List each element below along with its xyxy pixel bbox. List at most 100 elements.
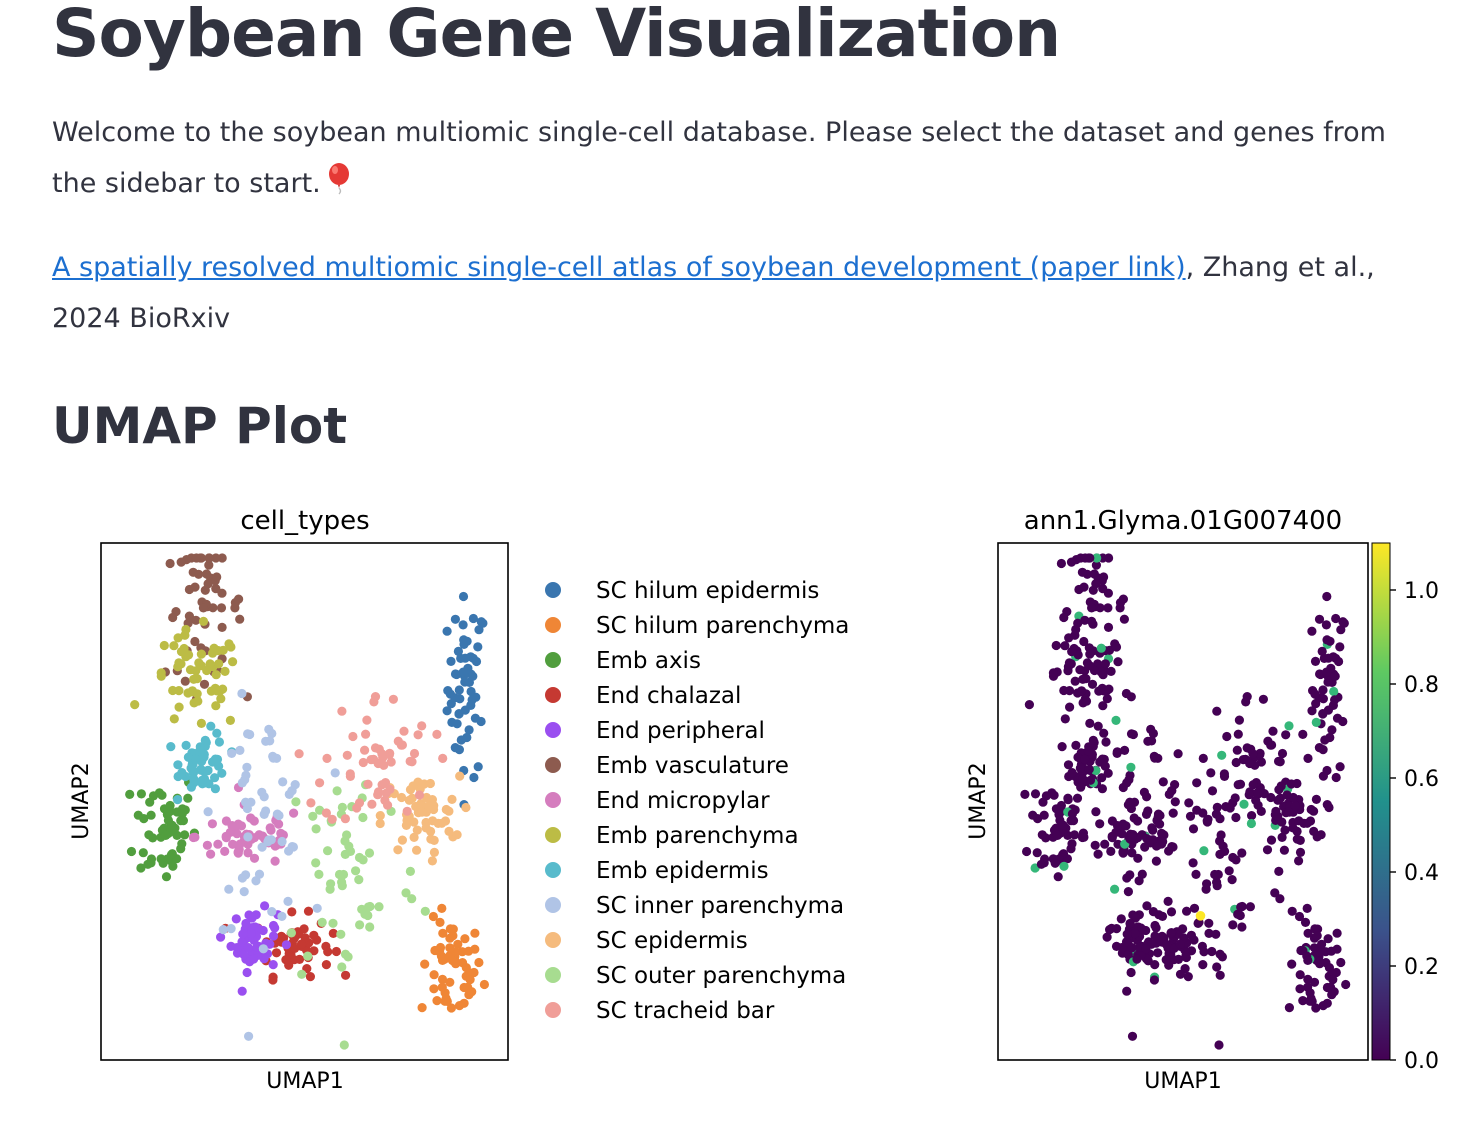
right-point: [1183, 972, 1193, 982]
left-point: [211, 553, 221, 563]
right-point: [1206, 768, 1216, 778]
left-point: [237, 937, 247, 947]
right-point: [1198, 753, 1208, 763]
right-point: [1184, 798, 1194, 808]
left-point: [321, 808, 331, 818]
right-point: [1163, 896, 1173, 906]
legend-marker: [545, 792, 561, 808]
right-point: [1118, 848, 1128, 858]
right-point: [1081, 696, 1092, 706]
right-point: [1113, 839, 1123, 849]
right-point: [1022, 846, 1032, 857]
right-point: [1295, 847, 1306, 857]
left-point: [218, 925, 228, 935]
right-point: [1093, 721, 1103, 731]
right-point: [1093, 849, 1103, 859]
left-point: [326, 879, 336, 889]
right-point: [1099, 728, 1109, 738]
left-point: [184, 611, 194, 621]
right-point: [1324, 802, 1334, 813]
colorbar-tick-label: 0.0: [1404, 1049, 1439, 1074]
left-point: [327, 814, 337, 824]
legend-marker: [545, 757, 561, 773]
left-point: [235, 745, 245, 755]
right-point: [1077, 567, 1087, 577]
left-point: [217, 622, 227, 632]
right-point: [1252, 788, 1262, 798]
right-point: [1235, 779, 1246, 789]
left-point: [370, 692, 381, 702]
left-point: [207, 819, 217, 829]
right-point: [1102, 694, 1112, 704]
right-ylabel: UMAP2: [966, 762, 991, 839]
left-point: [296, 939, 307, 949]
right-point: [1078, 774, 1088, 784]
right-point: [1307, 626, 1317, 636]
right-point: [1136, 924, 1147, 934]
left-point: [214, 659, 224, 669]
right-point: [1052, 830, 1063, 840]
right-point: [1215, 814, 1225, 824]
left-point: [337, 706, 347, 716]
right-point: [1326, 946, 1336, 956]
left-point: [268, 975, 278, 985]
left-point: [130, 700, 140, 710]
left-point: [174, 658, 184, 668]
right-point: [1339, 618, 1349, 628]
right-point: [1295, 984, 1305, 994]
right-point: [1024, 700, 1034, 710]
right-point: [1148, 728, 1158, 739]
left-point: [276, 931, 286, 941]
left-point: [158, 858, 168, 868]
left-point: [361, 729, 371, 739]
right-point: [1060, 714, 1070, 724]
legend-marker: [545, 862, 561, 878]
left-point: [237, 986, 247, 996]
right-point: [1274, 866, 1284, 876]
left-point: [448, 931, 458, 941]
legend-marker: [545, 617, 561, 633]
right-point: [1121, 937, 1132, 947]
left-point: [397, 835, 407, 845]
left-point: [220, 846, 230, 856]
right-point: [1064, 658, 1074, 668]
left-point: [385, 748, 395, 758]
left-point: [456, 735, 466, 745]
left-point: [231, 914, 241, 924]
right-point: [1127, 832, 1137, 842]
right-point: [1327, 725, 1337, 735]
right-point: [1058, 820, 1068, 830]
left-point: [277, 836, 287, 847]
right-point: [1309, 806, 1319, 816]
left-point: [478, 618, 488, 628]
left-point: [286, 928, 296, 938]
right-point: [1335, 762, 1345, 772]
left-point: [397, 792, 407, 803]
left-point: [198, 616, 209, 626]
left-point: [354, 852, 365, 863]
left-point: [288, 842, 298, 852]
right-point: [1137, 869, 1147, 879]
left-point: [365, 922, 375, 932]
left-point: [206, 849, 216, 859]
left-point: [217, 553, 227, 563]
left-point: [426, 834, 436, 844]
left-point: [259, 809, 269, 819]
right-point: [1207, 786, 1218, 796]
left-point: [473, 762, 483, 772]
right-point: [1071, 624, 1081, 635]
left-point: [355, 920, 365, 930]
left-point: [450, 743, 460, 753]
legend-marker: [545, 827, 561, 843]
left-point: [446, 1003, 456, 1013]
left-point: [438, 753, 448, 763]
right-point: [1075, 665, 1085, 675]
left-point: [432, 996, 442, 1006]
section-title: UMAP Plot: [52, 397, 348, 455]
left-point: [336, 929, 346, 939]
paper-link[interactable]: A spatially resolved multiomic single-ce…: [52, 252, 1186, 283]
left-point: [271, 948, 282, 958]
left-point: [237, 778, 247, 788]
right-point: [1204, 918, 1214, 928]
right-point: [1147, 736, 1157, 746]
